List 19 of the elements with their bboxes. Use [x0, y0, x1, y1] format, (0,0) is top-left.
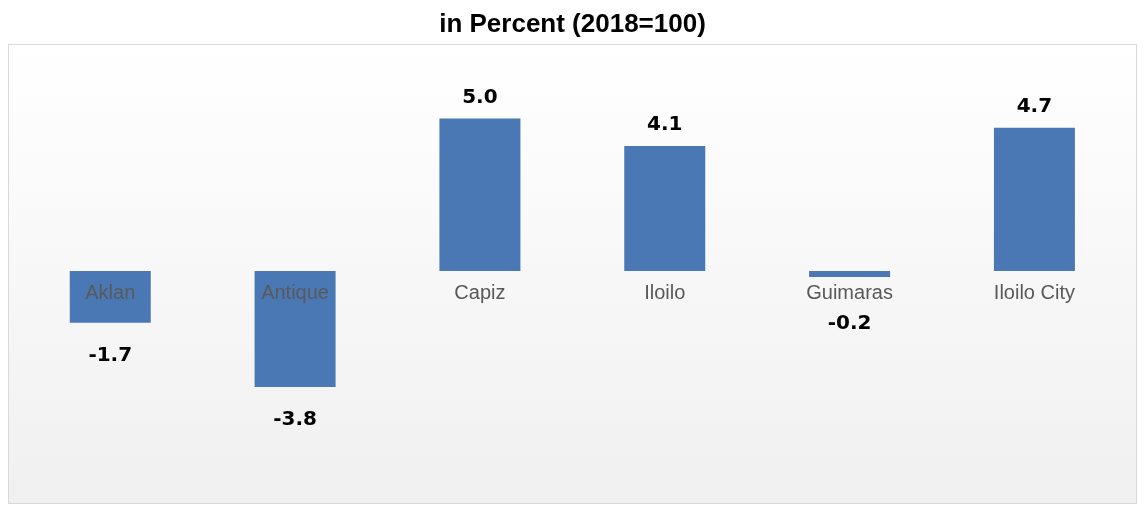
x-tick-label: Iloilo — [644, 281, 686, 303]
x-tick-label: Guimaras — [806, 281, 893, 303]
x-tick-label: Aklan — [85, 281, 136, 303]
x-tick-label: Capiz — [454, 281, 506, 303]
bar — [993, 127, 1075, 271]
x-tick-label: Antique — [261, 281, 330, 303]
bar — [439, 118, 521, 271]
x-tick-label: Iloilo City — [993, 281, 1075, 303]
bar — [809, 271, 891, 278]
data-label: 5.0 — [462, 83, 498, 108]
data-label: 4.1 — [647, 110, 683, 135]
data-label: 4.7 — [1016, 92, 1053, 117]
bar — [624, 145, 706, 271]
bar — [69, 271, 151, 323]
data-label: -1.7 — [88, 341, 133, 366]
chart-title: in Percent (2018=100) — [438, 8, 707, 39]
data-label: -0.2 — [827, 310, 872, 335]
data-label: -3.8 — [273, 405, 317, 430]
bar — [254, 271, 336, 387]
